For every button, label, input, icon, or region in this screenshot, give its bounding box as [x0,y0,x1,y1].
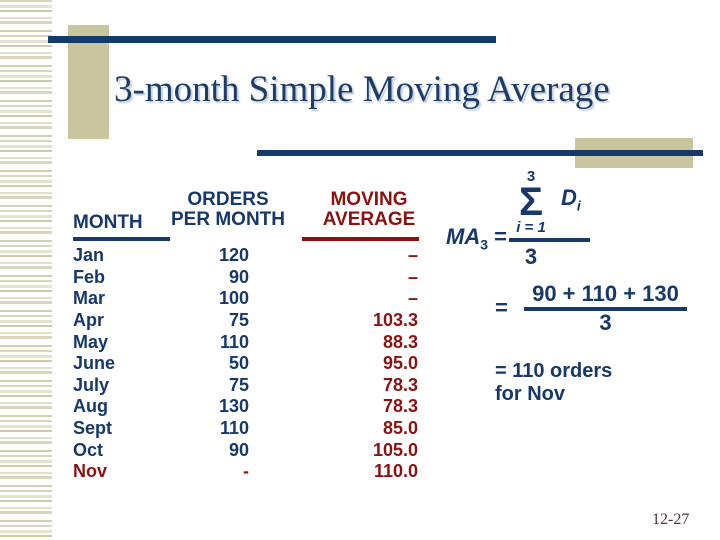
orders-cell: 75 [228,310,249,331]
month-cell: July [73,374,110,395]
month-cell: Mar [73,288,106,309]
step2-fraction: 90 + 110 + 130 3 [524,283,687,334]
month-cell: Aug [73,396,108,417]
column-header-month: MONTH [73,212,143,233]
moving-average-cell: – [407,266,418,287]
fraction-bar-2 [524,307,687,311]
moving-average-cell: 78.3 [382,374,418,395]
moving-average-cell: – [407,245,418,266]
month-cell: Oct [73,439,104,460]
equals-sign: = [494,224,507,249]
month-cell: May [73,331,109,352]
orders-cell: 110 [219,331,249,352]
result-text: = 110 orders for Nov [495,360,613,405]
formula-lhs: MA3 = [446,224,507,252]
step2-equals-sign: = [495,295,508,320]
accent-block-top-left [68,25,109,139]
demand-symbol: D [561,185,577,210]
moving-average-cell: 95.0 [382,353,418,374]
orders-cell: - [243,461,249,482]
orders-cell: 130 [218,396,249,417]
month-cell: Jan [73,245,105,266]
month-cell: Nov [73,461,108,482]
orders-cell: 90 [228,266,249,287]
column-header-orders-per-month: ORDERS PER MONTH [171,189,285,230]
demand-term: Di [561,185,581,213]
month-column-rule [73,237,170,241]
month-cell: Sept [73,418,113,439]
orders-cell: 90 [228,439,249,460]
table-row: June 50 95.0 [73,353,423,375]
slide-title: 3-month Simple Moving Average [114,69,610,110]
summation-upper-limit: 3 [526,168,536,185]
table-row: Mar 100 – [73,288,423,310]
orders-cell: 75 [228,374,249,395]
table-row: Oct 90 105.0 [73,439,423,461]
column-header-moving-average: MOVING AVERAGE [322,189,416,230]
title-rule-top [48,36,496,43]
title-rule-bottom [257,150,703,156]
sigma-symbol: Σ [518,180,543,224]
table-row: July 75 78.3 [73,375,423,397]
moving-average-cell: 85.0 [382,418,418,439]
step2-denominator: 3 [599,310,612,335]
table-row: Nov - 110.0 [73,461,423,483]
page-number: 12-27 [652,511,690,528]
demand-subscript: i [576,197,581,214]
month-cell: Apr [73,310,104,331]
summation-column: 3 Σ i = 1 [504,168,558,236]
orders-cell: 120 [218,245,249,266]
moving-average-cell: 110.0 [373,461,418,482]
table-row: Sept 110 85.0 [73,418,423,440]
summation-lower-limit: i = 1 [516,219,546,236]
table-row: Aug 130 78.3 [73,396,423,418]
moving-average-cell: 103.3 [372,310,418,331]
moving-average-cell: 105.0 [372,439,418,460]
moving-average-cell: 88.3 [382,331,418,352]
moving-average-cell: 78.3 [382,396,418,417]
fraction-bar-1 [509,238,590,242]
table-row: Apr 75 103.3 [73,310,423,332]
table-row: Feb 90 – [73,267,423,289]
step2-numerator: 90 + 110 + 130 [532,281,679,306]
table-rows: Jan 120 – Feb 90 – Mar 100 – Apr 75 103.… [73,245,423,483]
month-cell: June [73,353,116,374]
moving-average-column-rule [302,237,419,241]
moving-average-cell: – [407,288,418,309]
ma-subscript: 3 [480,236,489,253]
left-texture-strip [0,0,52,540]
orders-cell: 100 [218,288,249,309]
orders-cell: 110 [219,418,249,439]
ma-symbol: MA [446,224,481,249]
month-cell: Feb [73,266,106,287]
table-row: Jan 120 – [73,245,423,267]
denominator-1: 3 [524,244,538,269]
orders-cell: 50 [228,353,249,374]
table-row: May 110 88.3 [73,331,423,353]
